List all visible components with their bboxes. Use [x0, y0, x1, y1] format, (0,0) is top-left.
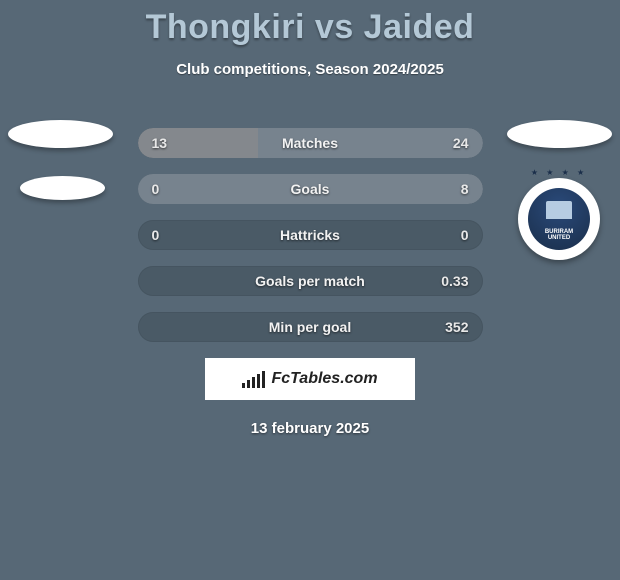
chart-icon — [242, 370, 265, 388]
brand-box: FcTables.com — [205, 358, 415, 400]
stat-value-right: 0 — [461, 227, 469, 243]
stat-metric-label: Goals — [291, 181, 330, 197]
stat-row: 13 Matches 24 — [138, 128, 483, 158]
avatar-right: ★ ★ ★ ★ BURIRAM UNITED — [507, 120, 612, 176]
stat-metric-label: Goals per match — [255, 273, 365, 289]
stat-metric-label: Matches — [282, 135, 338, 151]
stat-value-left: 13 — [152, 135, 168, 151]
page-title: Thongkiri vs Jaided — [0, 0, 620, 47]
badge-inner: BURIRAM UNITED — [528, 188, 590, 250]
stat-value-right: 8 — [461, 181, 469, 197]
stat-metric-label: Min per goal — [269, 319, 351, 335]
subtitle: Club competitions, Season 2024/2025 — [0, 61, 620, 78]
stat-value-right: 0.33 — [441, 273, 468, 289]
date-text: 13 february 2025 — [0, 420, 620, 437]
stat-value-right: 352 — [445, 319, 468, 335]
badge-stars: ★ ★ ★ ★ — [531, 168, 587, 177]
stat-value-left: 0 — [152, 181, 160, 197]
stat-row: 0 Goals 8 — [138, 174, 483, 204]
badge-label: BURIRAM UNITED — [545, 229, 573, 241]
avatar-ellipse — [507, 120, 612, 148]
stat-value-right: 24 — [453, 135, 469, 151]
stats-rows: 13 Matches 24 0 Goals 8 0 Hattricks 0 Goals per m… — [138, 128, 483, 342]
avatar-left — [8, 120, 113, 228]
avatar-ellipse — [20, 176, 105, 200]
stat-value-left: 0 — [152, 227, 160, 243]
stat-row: Min per goal 352 — [138, 312, 483, 342]
stat-row: Goals per match 0.33 — [138, 266, 483, 296]
club-badge: ★ ★ ★ ★ BURIRAM UNITED — [518, 178, 600, 260]
badge-building-icon — [546, 201, 572, 219]
stat-metric-label: Hattricks — [280, 227, 340, 243]
brand-text: FcTables.com — [271, 370, 377, 388]
avatar-ellipse — [8, 120, 113, 148]
badge-label-bottom: UNITED — [548, 235, 570, 241]
stat-row: 0 Hattricks 0 — [138, 220, 483, 250]
